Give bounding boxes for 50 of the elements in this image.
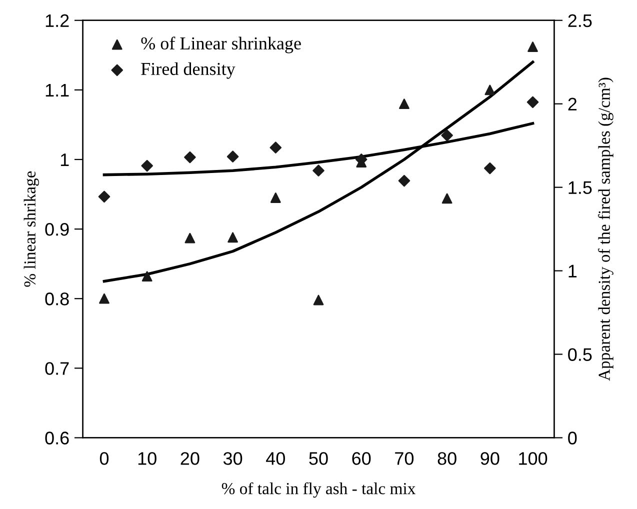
point — [184, 151, 196, 164]
point — [141, 160, 153, 172]
x-tick-label: 100 — [519, 452, 548, 465]
y2-tick-label: 0 — [568, 432, 577, 444]
point — [313, 294, 324, 306]
y2-tick-label: 2.5 — [568, 14, 592, 28]
x-tick-label: 40 — [266, 452, 285, 465]
point — [398, 174, 410, 187]
x-axis-title: % of talc in fly ash - talc mix — [222, 482, 416, 498]
y2-tick-label: 2 — [568, 98, 577, 110]
x-tick-label: 10 — [138, 452, 156, 465]
x-tick-label: 0 — [100, 452, 109, 465]
y-tick-label: 0.6 — [45, 432, 69, 444]
point — [441, 130, 453, 142]
point — [442, 193, 452, 204]
point — [270, 142, 282, 154]
point — [484, 162, 496, 174]
point — [526, 96, 539, 108]
point — [228, 232, 238, 243]
y-tick-label: 0.7 — [45, 362, 69, 375]
point — [142, 271, 152, 282]
line-series — [102, 60, 534, 283]
x-tick-label: 60 — [352, 452, 371, 465]
y-tick-label: 1.2 — [46, 14, 69, 27]
point — [528, 42, 538, 52]
y2-tick-label: 1.5 — [568, 181, 592, 194]
y2-tick-label: 1 — [568, 264, 577, 278]
x-tick-label: 90 — [480, 452, 500, 465]
y-tick-label: 0.9 — [45, 222, 69, 236]
x-tick-label: 50 — [309, 452, 328, 465]
y-tick-label: 1 — [60, 154, 69, 166]
x-tick-label: 80 — [438, 452, 456, 465]
point — [98, 190, 110, 203]
point — [484, 84, 496, 96]
point — [399, 98, 410, 110]
x-tick-label: 30 — [223, 452, 242, 465]
point — [184, 232, 196, 244]
point — [226, 150, 239, 162]
point — [270, 192, 281, 203]
x-tick-label: 20 — [180, 452, 200, 465]
y-tick-label: 1.1 — [46, 84, 69, 96]
y2-tick-label: 0.5 — [568, 348, 592, 361]
point — [99, 293, 110, 304]
legend-label: Fired density — [141, 62, 236, 79]
y2-axis-title: Apparent density of the fired samples (g/cm³) — [598, 78, 614, 381]
legend-label: % of Linear shrinkage — [141, 36, 301, 54]
x-tick-label: 70 — [395, 452, 414, 465]
point — [312, 164, 324, 177]
y-tick-label: 0.8 — [45, 292, 69, 306]
y-axis-title: % linear shrikage — [24, 171, 39, 287]
